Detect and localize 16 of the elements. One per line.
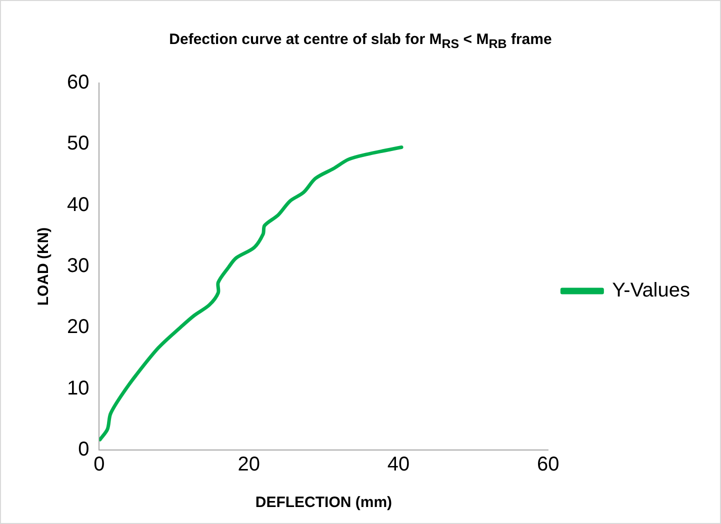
y-tick-label: 50 [66, 132, 90, 155]
line-series [99, 145, 404, 442]
y-tick-label: 60 [66, 72, 90, 94]
y-axis-title: LOAD (KN) [35, 227, 52, 306]
y-tick-label: 30 [66, 255, 90, 278]
x-tick-label: 60 [537, 454, 560, 476]
x-axis-title: DEFLECTION (mm) [255, 494, 392, 512]
x-tick-label: 40 [387, 454, 410, 476]
chart-title: Defection curve at centre of slab for M$_{RS}$ < M$_{RB}$ frame [168, 31, 553, 51]
y-tick-label: 10 [66, 377, 90, 400]
x-tick-label: 0 [94, 454, 105, 476]
y-tick-label: 40 [66, 194, 90, 216]
x-tick-label: 20 [238, 454, 260, 476]
y-tick-label: 0 [78, 438, 90, 461]
legend-label: Y-Values [612, 280, 690, 302]
y-tick-label: 20 [66, 316, 90, 338]
